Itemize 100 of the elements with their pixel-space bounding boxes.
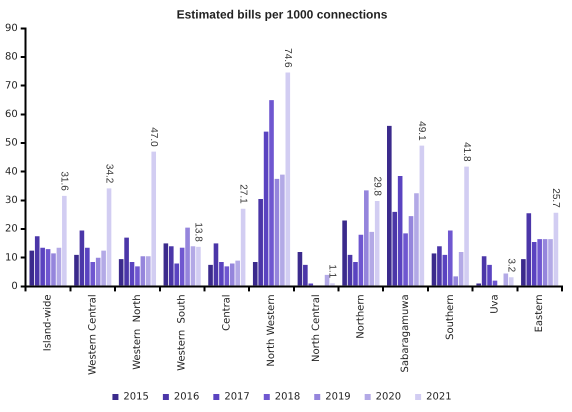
bar (432, 253, 436, 286)
y-tick-label: 40 (4, 166, 18, 178)
bar (353, 262, 358, 286)
bar (208, 264, 213, 286)
bar (235, 260, 240, 286)
data-label: 74.6 (282, 48, 294, 68)
bar (280, 174, 285, 286)
data-label: 49.1 (416, 121, 428, 142)
bar (168, 246, 174, 286)
data-label: 13.8 (192, 222, 204, 242)
legend-label: 2020 (376, 392, 402, 403)
bar (398, 176, 402, 286)
bar (369, 232, 374, 286)
x-tick-label: Northern (355, 294, 366, 339)
bar (85, 248, 90, 286)
bar (214, 243, 218, 286)
data-label: 31.6 (58, 171, 70, 192)
bar (46, 249, 50, 286)
bar (492, 280, 498, 286)
bar (414, 193, 419, 286)
bar (387, 126, 392, 286)
legend-label: 2018 (274, 392, 300, 403)
y-tick-label: 70 (4, 80, 18, 92)
bar (420, 146, 424, 286)
bar (130, 262, 134, 286)
bar (269, 100, 274, 286)
bar (80, 230, 84, 286)
bar (453, 276, 458, 286)
bar (40, 248, 45, 286)
x-tick-label: Eastern (534, 294, 546, 332)
bar (403, 233, 408, 286)
bar (101, 250, 106, 286)
bar (508, 277, 514, 286)
bar (264, 132, 268, 286)
legend-label: 2017 (224, 392, 250, 403)
bar (504, 274, 508, 286)
bar (180, 248, 184, 286)
bar (151, 152, 156, 286)
bar (135, 266, 140, 286)
chart-title: Estimated bills per 1000 connections (176, 8, 388, 22)
bar (548, 239, 553, 286)
bar (392, 212, 398, 286)
x-tick-label: Western North (132, 294, 144, 370)
bar (140, 256, 146, 286)
bar (303, 264, 308, 286)
bar (124, 238, 129, 286)
y-tick-label: 0 (11, 280, 18, 292)
bar (90, 262, 96, 286)
bar (106, 188, 112, 286)
y-tick-label: 80 (4, 52, 18, 63)
x-tick-label: Southern (444, 294, 456, 340)
bar (185, 228, 190, 286)
bar (298, 252, 302, 286)
x-tick-label: North Western (266, 294, 278, 367)
bar (190, 246, 196, 286)
bar (51, 253, 56, 286)
bar (487, 264, 492, 286)
bar (526, 213, 532, 286)
bar (240, 208, 246, 286)
bar (252, 262, 258, 286)
x-tick-label: North Central (310, 294, 322, 362)
bar (348, 254, 352, 286)
bar (374, 200, 380, 286)
bar (196, 246, 201, 286)
bar (219, 262, 224, 286)
bar (482, 256, 486, 286)
x-tick-label: Western South (176, 294, 188, 371)
data-label: 1.1 (326, 264, 338, 279)
bar (74, 254, 79, 286)
bar (62, 196, 67, 286)
bar (364, 190, 369, 286)
bar (164, 243, 168, 286)
bar (458, 252, 464, 286)
legend-label: 2015 (123, 392, 149, 403)
legend-label: 2021 (426, 392, 452, 403)
bar (342, 220, 347, 286)
bar (554, 212, 558, 286)
y-tick-label: 90 (4, 22, 18, 34)
data-label: 34.2 (103, 164, 114, 184)
bar (96, 258, 100, 286)
y-tick-label: 50 (4, 138, 18, 149)
data-label: 41.8 (460, 142, 472, 162)
y-tick-label: 10 (4, 252, 18, 264)
bar (442, 254, 448, 286)
bar (408, 216, 414, 286)
data-label: 3.2 (505, 258, 516, 273)
bar (224, 266, 230, 286)
bar (258, 198, 263, 286)
bar (56, 248, 62, 286)
legend-label: 2016 (174, 392, 200, 403)
data-label: 25.7 (550, 188, 562, 208)
data-label: 47.0 (148, 127, 159, 148)
y-tick-label: 20 (4, 224, 18, 235)
x-tick-label: Uva (490, 294, 501, 314)
bar (146, 256, 151, 286)
bar (437, 246, 442, 286)
bar (358, 234, 364, 286)
bar (230, 263, 235, 286)
y-tick-label: 60 (4, 108, 18, 120)
bar (324, 274, 330, 286)
